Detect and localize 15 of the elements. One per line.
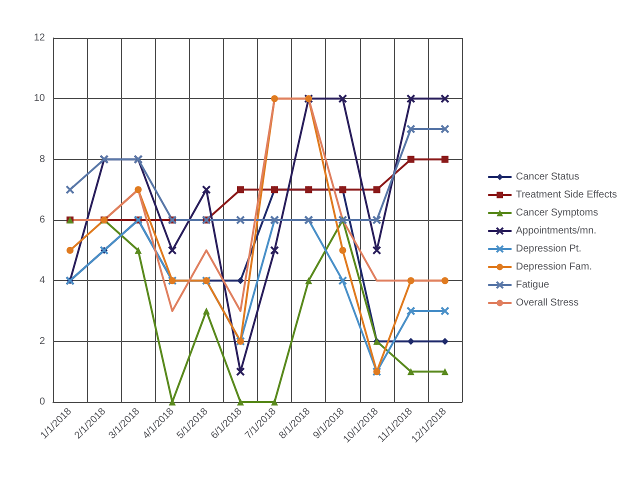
y-tick-label: 10 <box>34 93 46 104</box>
y-tick-label: 4 <box>39 275 46 286</box>
y-tick-label: 6 <box>39 214 46 226</box>
legend-label: Depression Pt. <box>516 244 582 254</box>
legend-label: Overall Stress <box>516 298 579 308</box>
y-tick-label: 12 <box>34 32 46 44</box>
legend-label: Appointments/mn. <box>516 226 596 236</box>
legend-label: Cancer Status <box>516 172 580 182</box>
legend-label: Cancer Symptoms <box>516 208 598 218</box>
legend-label: Fatigue <box>516 280 550 290</box>
legend-label: Treatment Side Effects <box>516 190 618 200</box>
legend-label: Depression Fam. <box>516 262 592 272</box>
y-tick-label: 8 <box>39 154 46 165</box>
y-tick-label: 2 <box>39 336 46 347</box>
y-tick-label: 0 <box>39 396 46 408</box>
